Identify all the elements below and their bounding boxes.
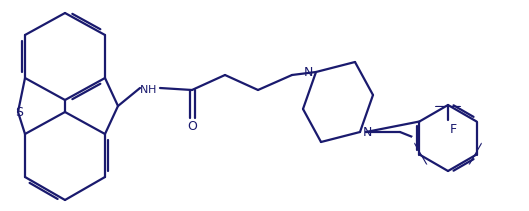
Text: N: N xyxy=(140,85,148,95)
Text: N: N xyxy=(304,65,313,78)
Text: O: O xyxy=(187,120,197,133)
Text: S: S xyxy=(15,106,23,119)
Text: F: F xyxy=(450,123,457,136)
Text: H: H xyxy=(148,85,157,95)
Text: N: N xyxy=(363,126,372,138)
